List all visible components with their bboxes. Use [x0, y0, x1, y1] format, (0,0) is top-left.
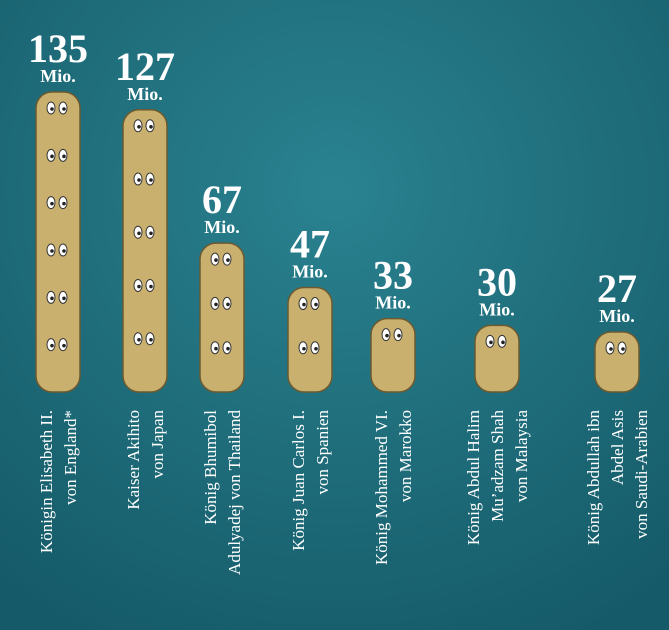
figure-pupil [397, 334, 401, 338]
figure-pupil [137, 231, 141, 235]
category-label: Kaiser Akihito [124, 410, 143, 510]
figure-stack [123, 110, 167, 392]
unit-label: Mio. [127, 84, 163, 104]
value-label: 47 [290, 222, 330, 267]
value-label: 127 [115, 44, 175, 89]
figure-pupil [137, 178, 141, 182]
category-label: König Bhumibol [201, 410, 220, 525]
value-label: 27 [597, 266, 637, 311]
category-label: von Marokko [396, 410, 415, 502]
category-label: von Spanien [313, 410, 332, 495]
figure-pupil [214, 258, 218, 262]
unit-label: Mio. [292, 262, 328, 282]
figure-pupil [50, 202, 54, 206]
value-label: 33 [373, 253, 413, 298]
figure-pupil [621, 347, 625, 351]
chart: 135Mio.Königin Elisabeth II.von England*… [0, 0, 669, 630]
value-label: 30 [477, 259, 517, 304]
figure-pupil [314, 303, 318, 307]
figure-pupil [149, 125, 153, 129]
figure-pupil [50, 155, 54, 159]
figure-pupil [149, 338, 153, 342]
figure-pupil [149, 231, 153, 235]
figure-pupil [50, 249, 54, 253]
category-label: Mu’adzam Shah [488, 410, 507, 522]
category-label: König Abdul Halim [464, 410, 483, 545]
category-label: König Juan Carlos I. [289, 410, 308, 551]
unit-label: Mio. [479, 299, 515, 319]
category-label: von Saudi-Arabien [632, 410, 651, 539]
figure-pupil [302, 303, 306, 307]
figure-pupil [149, 178, 153, 182]
figure-pupil [137, 125, 141, 129]
figure-pupil [149, 285, 153, 289]
figure-pupil [609, 347, 613, 351]
figure-pupil [214, 347, 218, 351]
unit-label: Mio. [204, 217, 240, 237]
background [0, 0, 669, 630]
figure-pupil [62, 155, 66, 159]
figure-pupil [62, 202, 66, 206]
figure-pupil [501, 341, 505, 345]
value-label: 67 [202, 177, 242, 222]
category-label: König Mohammed VI. [372, 410, 391, 565]
figure-pupil [314, 347, 318, 351]
figure-stack [371, 319, 415, 392]
category-label: Adulyadej von Thailand [225, 410, 244, 575]
category-label: Abdel Asis [608, 410, 627, 485]
figure-pupil [214, 303, 218, 307]
category-label: von Japan [148, 410, 167, 479]
figure-stack [595, 332, 639, 392]
figure-pupil [226, 258, 230, 262]
unit-label: Mio. [599, 306, 635, 326]
figure-stack [475, 325, 519, 392]
figure-pupil [137, 338, 141, 342]
category-label: von Malaysia [512, 410, 531, 503]
category-label: von England* [61, 410, 80, 505]
figure-pupil [62, 249, 66, 253]
figure-stack [288, 288, 332, 392]
figure-pupil [226, 347, 230, 351]
figure-pupil [62, 297, 66, 301]
value-label: 135 [28, 26, 88, 71]
figure-pupil [226, 303, 230, 307]
category-label: König Abdullah ibn [584, 410, 603, 546]
figure-pupil [50, 344, 54, 348]
figure-pupil [62, 107, 66, 111]
figure-pupil [489, 341, 493, 345]
figure-stack [200, 243, 244, 392]
figure-pupil [62, 344, 66, 348]
unit-label: Mio. [40, 66, 76, 86]
unit-label: Mio. [375, 293, 411, 313]
figure-pupil [137, 285, 141, 289]
figure-pupil [50, 297, 54, 301]
figure-stack [36, 92, 80, 392]
figure-pupil [385, 334, 389, 338]
figure-pupil [302, 347, 306, 351]
category-label: Königin Elisabeth II. [37, 410, 56, 553]
figure-pupil [50, 107, 54, 111]
